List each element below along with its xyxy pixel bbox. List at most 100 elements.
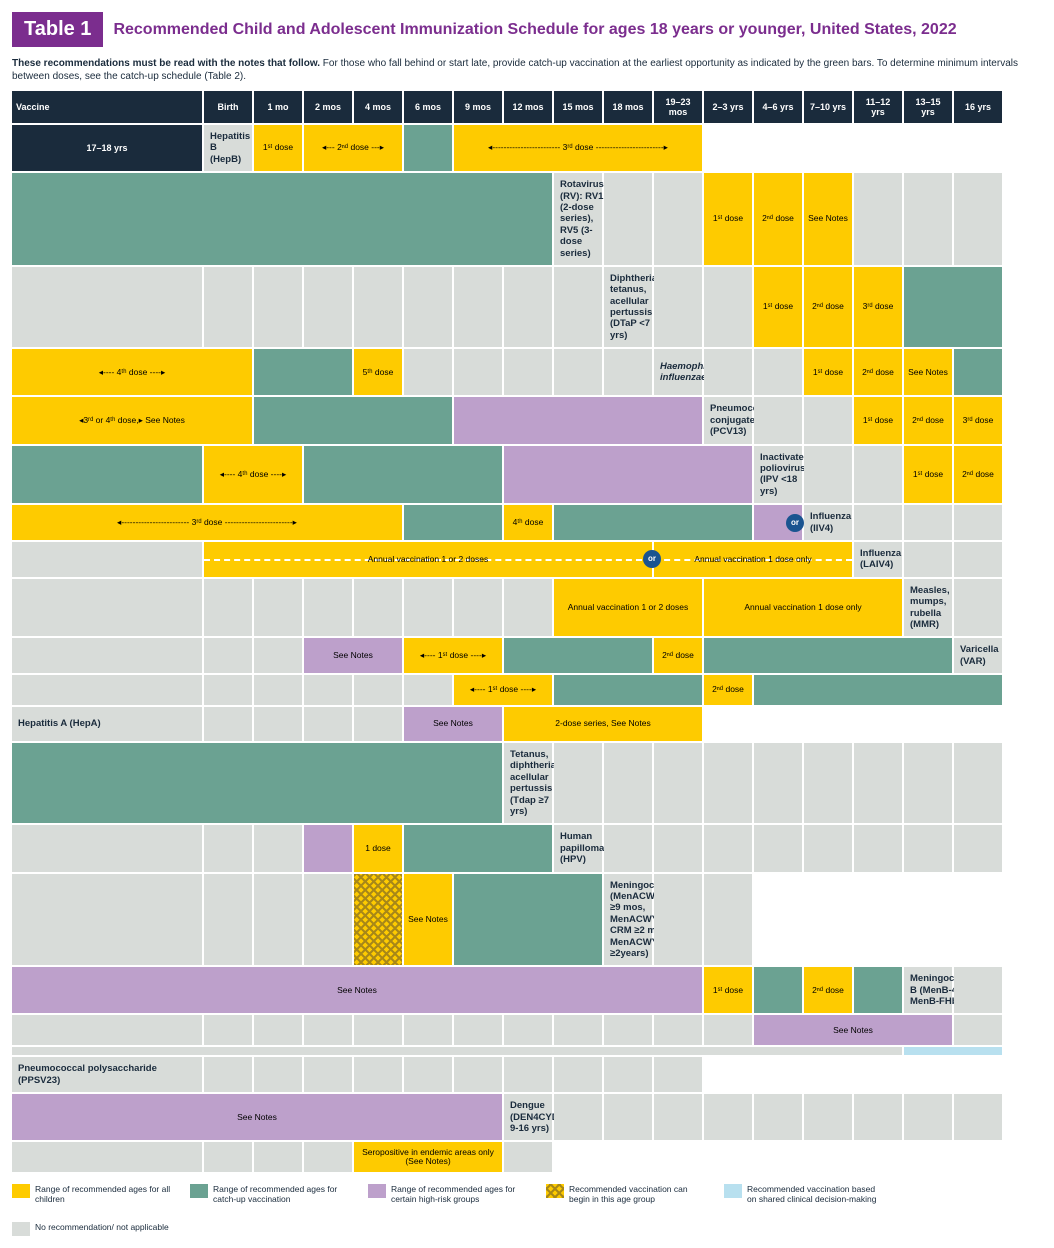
schedule-cell: Annual vaccination 1 dose only: [654, 542, 852, 577]
schedule-cell: [254, 638, 302, 673]
schedule-cell: [654, 267, 702, 347]
cell-label: 3ʳᵈ dose: [863, 302, 894, 311]
cell-label: See Notes: [337, 986, 377, 995]
legend-item: Range of recommended ages for catch-up v…: [190, 1184, 350, 1204]
col-header-age: 7–10 yrs: [804, 91, 852, 123]
schedule-cell: [954, 579, 1002, 637]
table-badge: Table 1: [12, 12, 103, 47]
legend: Range of recommended ages for all childr…: [12, 1184, 1042, 1236]
schedule-cell: See Notes: [404, 707, 502, 741]
schedule-cell: [354, 267, 402, 347]
cell-label: ◂------------------------ 3ʳᵈ dose -----…: [117, 518, 297, 527]
cell-label: ◂---- 4ᵗʰ dose ----▸: [220, 470, 287, 479]
cell-label: 2ⁿᵈ dose: [712, 685, 744, 694]
schedule-cell: [204, 1142, 252, 1172]
schedule-cell: [12, 874, 202, 966]
schedule-cell: [204, 1015, 252, 1045]
legend-label: Recommended vaccination can begin in thi…: [569, 1184, 706, 1204]
cell-label: 5ᵗʰ dose: [363, 368, 394, 377]
schedule-cell: [854, 825, 902, 871]
schedule-cell: [904, 267, 1002, 347]
vaccine-name: Meningococcal (MenACWY-D ≥9 mos, MenACWY…: [604, 874, 652, 966]
schedule-cell: 1ˢᵗ dose: [854, 397, 902, 443]
vaccine-name: Hepatitis B (HepB): [204, 125, 252, 171]
schedule-cell: [754, 397, 802, 443]
schedule-cell: [254, 707, 302, 741]
col-header-age: 6 mos: [404, 91, 452, 123]
legend-item: No recommendation/ not applicable: [12, 1222, 169, 1236]
cell-label: ◂---- 1ˢᵗ dose ----▸: [420, 651, 486, 660]
schedule-cell: [12, 542, 202, 577]
col-header-age: 11–12 yrs: [854, 91, 902, 123]
cell-label: 2ⁿᵈ dose: [862, 368, 894, 377]
schedule-cell: [354, 1015, 402, 1045]
vaccine-name: Diphtheria, tetanus, acellular pertussis…: [604, 267, 652, 347]
cell-label: See Notes: [808, 214, 848, 223]
schedule-cell: [854, 743, 902, 823]
cell-label: See Notes: [433, 719, 473, 728]
cell-label: ◂--- 2ⁿᵈ dose ---▸: [322, 143, 384, 152]
schedule-cell: [904, 1094, 952, 1140]
schedule-cell: [754, 1094, 802, 1140]
or-badge: or: [786, 514, 804, 532]
cell-label: 1ˢᵗ dose: [713, 986, 743, 995]
schedule-cell: 4ᵗʰ dose: [504, 505, 552, 540]
vaccine-name: Measles, mumps, rubella (MMR): [904, 579, 952, 637]
schedule-cell: 5ᵗʰ dose: [354, 349, 402, 395]
schedule-cell: [604, 1015, 652, 1045]
schedule-cell: [304, 707, 352, 741]
schedule-cell: [704, 1015, 752, 1045]
schedule-cell: [854, 173, 902, 265]
cell-label: 1ˢᵗ dose: [713, 214, 743, 223]
schedule-cell: ◂------------------------ 3ʳᵈ dose -----…: [454, 125, 702, 171]
vaccine-name-cont: [954, 1015, 1002, 1045]
schedule-cell: [204, 874, 252, 966]
schedule-cell: [12, 173, 552, 265]
schedule-cell: [604, 1094, 652, 1140]
schedule-cell: [554, 675, 702, 705]
schedule-cell: [804, 446, 852, 504]
schedule-cell: 2ⁿᵈ dose: [954, 446, 1002, 504]
schedule-cell: [554, 349, 602, 395]
schedule-cell: [254, 675, 302, 705]
schedule-cell: [954, 1094, 1002, 1140]
schedule-cell: [604, 349, 652, 395]
cell-label: Seropositive in endemic areas only (See …: [356, 1148, 500, 1167]
schedule-cell: [504, 446, 752, 504]
schedule-cell: [254, 1057, 302, 1092]
vaccine-name: Tetanus, diphtheria, acellular pertussis…: [504, 743, 552, 823]
schedule-cell: [954, 967, 1002, 1013]
schedule-cell: [954, 542, 1002, 577]
schedule-cell: [404, 675, 452, 705]
schedule-cell: ◂3ʳᵈ or 4ᵗʰ dose,▸ See Notes: [12, 397, 252, 443]
schedule-cell: [454, 874, 602, 966]
cell-label: ◂------------------------ 3ʳᵈ dose -----…: [488, 143, 668, 152]
schedule-cell: [904, 1047, 1002, 1055]
schedule-cell: [12, 743, 502, 823]
schedule-cell: ◂---- 4ᵗʰ dose ----▸: [204, 446, 302, 504]
schedule-cell: See Notes: [804, 173, 852, 265]
cell-label: ◂---- 4ᵗʰ dose ----▸: [99, 368, 166, 377]
cell-label: 1ˢᵗ dose: [763, 302, 793, 311]
schedule-cell: [904, 743, 952, 823]
schedule-cell: Annual vaccination 1 or 2 dosesor: [204, 542, 652, 577]
schedule-cell: [304, 1142, 352, 1172]
subtitle: These recommendations must be read with …: [12, 57, 1042, 83]
legend-swatch: [12, 1184, 30, 1198]
schedule-cell: [904, 825, 952, 871]
legend-label: Range of recommended ages for certain hi…: [391, 1184, 528, 1204]
cell-label: See Notes: [408, 915, 448, 924]
cell-label: 1ˢᵗ dose: [813, 368, 843, 377]
schedule-cell: [704, 349, 752, 395]
schedule-cell: [704, 825, 752, 871]
schedule-cell: [604, 1057, 652, 1092]
schedule-cell: [654, 1057, 702, 1092]
schedule-cell: [554, 743, 602, 823]
schedule-cell: [654, 825, 702, 871]
schedule-cell: See Notes: [12, 967, 702, 1013]
schedule-cell: [354, 874, 402, 966]
schedule-cell: [704, 743, 752, 823]
col-header-age: Birth: [204, 91, 252, 123]
schedule-cell: [804, 1094, 852, 1140]
schedule-cell: [654, 1094, 702, 1140]
